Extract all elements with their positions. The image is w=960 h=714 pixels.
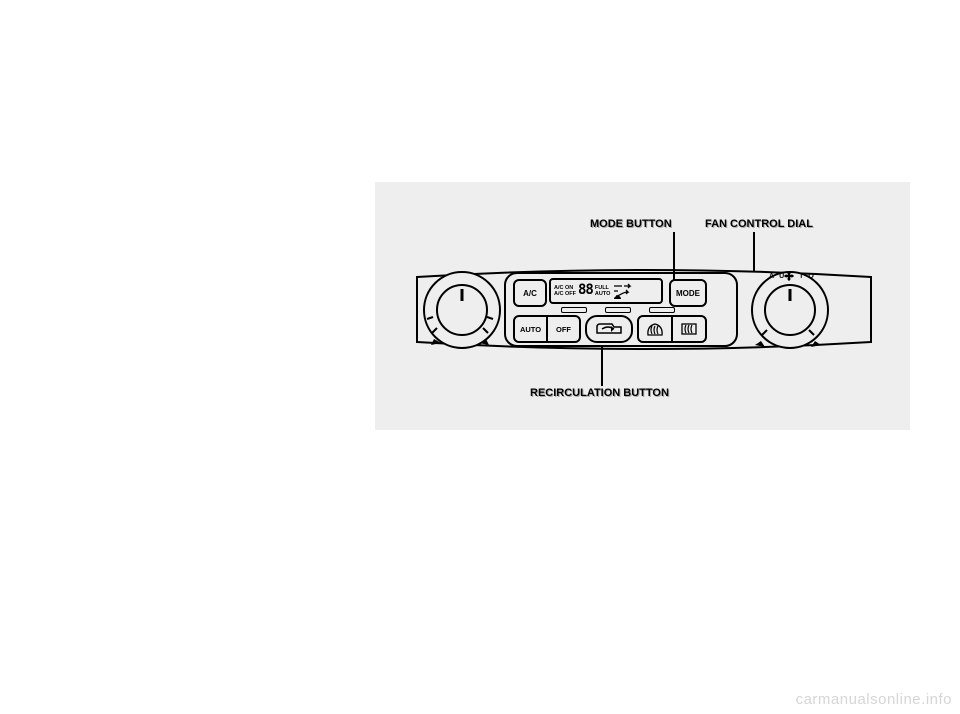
fan-control-dial-label: FAN CONTROL DIAL (705, 218, 813, 230)
lcd-ac-off: A/C OFF (554, 291, 576, 297)
indicator-bar-3 (649, 307, 675, 313)
lcd-auto: AUTO (595, 291, 610, 297)
rear-defrost-button[interactable] (673, 317, 705, 341)
ac-button-label: A/C (523, 289, 537, 298)
off-button-label: OFF (556, 325, 571, 334)
leader-recirc (601, 346, 603, 386)
watermark: carmanualsonline.info (796, 691, 952, 708)
indicator-bar-1 (561, 307, 587, 313)
recirculation-icon (594, 321, 624, 337)
mode-button-label: MODE (676, 289, 700, 298)
front-defrost-icon (645, 321, 665, 337)
auto-button[interactable]: AUTO (515, 317, 548, 341)
control-panel: AUTO A/C A/C ON A/C OFF 88 (409, 267, 879, 352)
front-defrost-button[interactable] (639, 317, 673, 341)
auto-off-group: AUTO OFF (513, 315, 581, 343)
indicator-bar-2 (605, 307, 631, 313)
mode-button[interactable]: MODE (669, 279, 707, 307)
ac-button[interactable]: A/C (513, 279, 547, 307)
defrost-group (637, 315, 707, 343)
lcd-digits: 88 (578, 283, 593, 298)
auto-button-label: AUTO (520, 325, 541, 334)
lcd-airflow-icon (612, 282, 636, 300)
climate-panel-figure: MODE BUTTON FAN CONTROL DIAL RECIRCULATI… (375, 182, 910, 430)
recirculation-button[interactable] (585, 315, 633, 343)
leader-fan (753, 232, 755, 272)
temp-dial-ticks (419, 267, 501, 349)
rear-defrost-icon (679, 321, 699, 337)
mode-button-label: MODE BUTTON (590, 218, 672, 230)
lcd-display: A/C ON A/C OFF 88 FULL AUTO (549, 278, 663, 304)
off-button[interactable]: OFF (548, 317, 579, 341)
fan-dial-ticks (747, 267, 829, 349)
recirculation-button-label: RECIRCULATION BUTTON (530, 387, 669, 399)
